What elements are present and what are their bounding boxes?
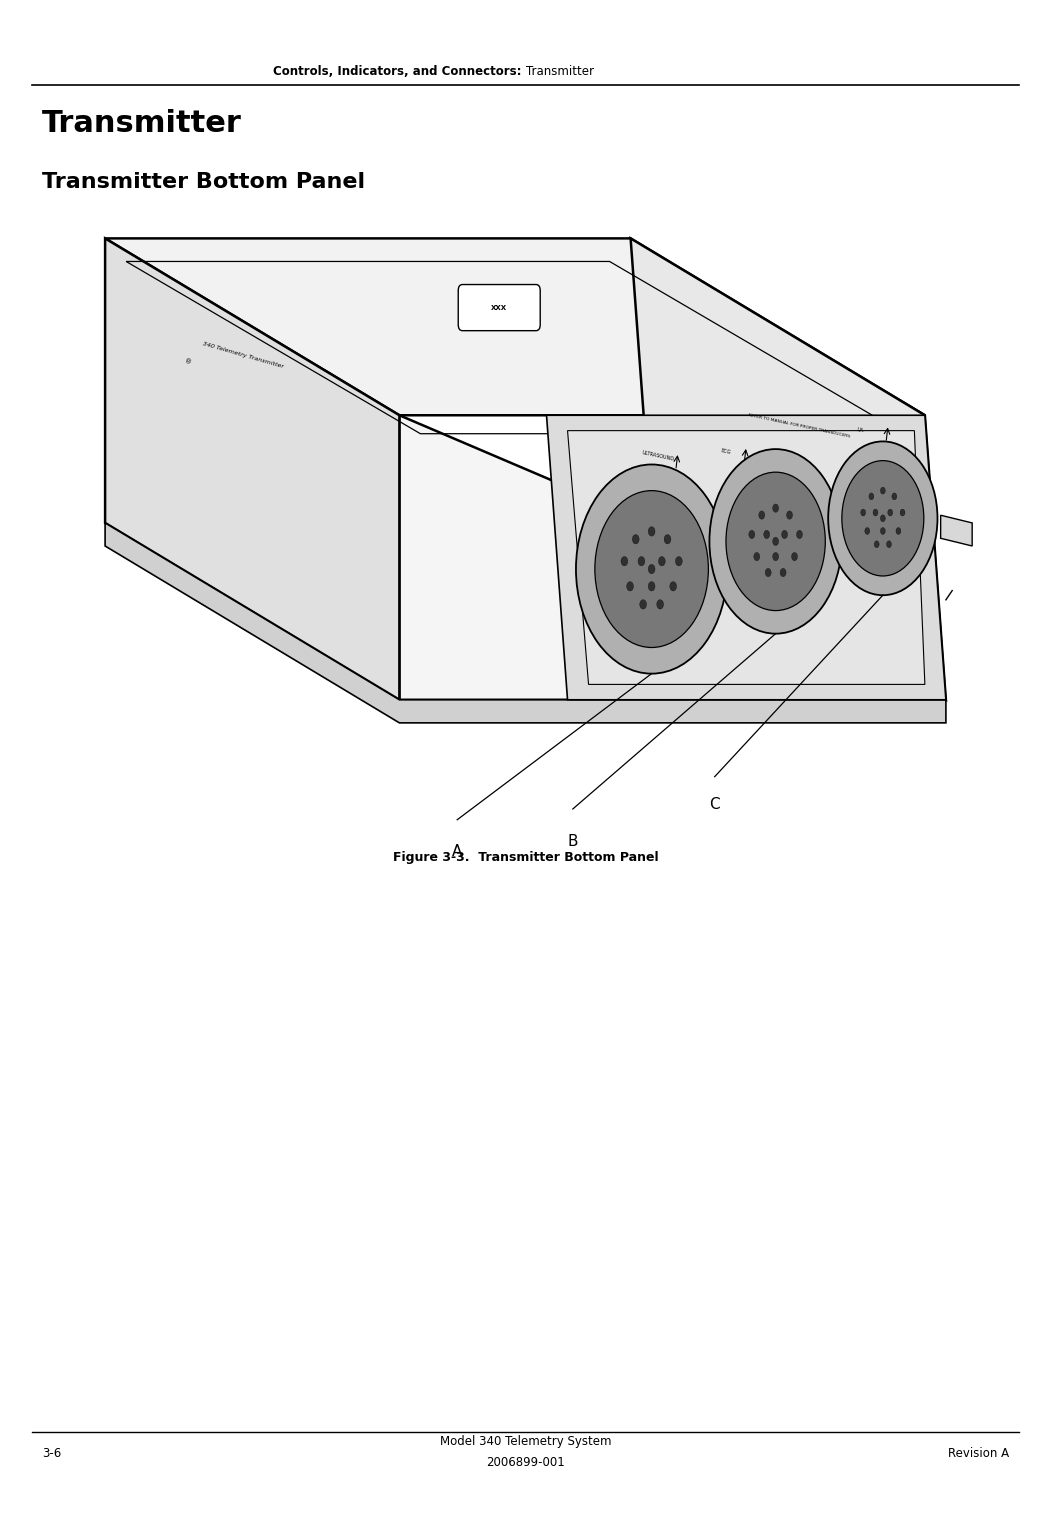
Ellipse shape [626, 581, 634, 591]
Ellipse shape [726, 472, 825, 611]
Polygon shape [105, 523, 946, 723]
Ellipse shape [748, 531, 755, 538]
Ellipse shape [869, 492, 873, 500]
Text: ULTRASOUND: ULTRASOUND [641, 449, 675, 461]
Ellipse shape [640, 600, 646, 609]
Text: Controls, Indicators, and Connectors:: Controls, Indicators, and Connectors: [273, 66, 526, 78]
Polygon shape [568, 431, 925, 684]
Text: ECG: ECG [720, 448, 731, 455]
Text: C: C [709, 797, 720, 812]
Ellipse shape [621, 557, 627, 566]
Ellipse shape [797, 531, 803, 538]
Polygon shape [631, 238, 946, 700]
Ellipse shape [874, 541, 879, 548]
Polygon shape [399, 415, 652, 700]
Ellipse shape [786, 511, 792, 520]
Text: Model 340 Telemetry System: Model 340 Telemetry System [439, 1435, 612, 1447]
Ellipse shape [648, 526, 655, 537]
Ellipse shape [895, 528, 901, 534]
Ellipse shape [887, 541, 891, 548]
Ellipse shape [709, 449, 842, 634]
Text: B: B [568, 834, 578, 849]
Ellipse shape [754, 552, 760, 561]
Ellipse shape [828, 441, 937, 595]
Text: UA: UA [857, 428, 864, 434]
Ellipse shape [648, 564, 655, 574]
Ellipse shape [764, 531, 769, 538]
Text: Figure 3-3.  Transmitter Bottom Panel: Figure 3-3. Transmitter Bottom Panel [393, 852, 658, 864]
Ellipse shape [765, 569, 771, 577]
Text: 340 Telemetry Transmitter: 340 Telemetry Transmitter [202, 341, 284, 369]
Text: 3-6: 3-6 [42, 1447, 61, 1460]
Text: Transmitter Bottom Panel: Transmitter Bottom Panel [42, 172, 365, 192]
Polygon shape [941, 515, 972, 546]
Polygon shape [547, 415, 946, 700]
Ellipse shape [759, 511, 765, 520]
Ellipse shape [782, 531, 787, 538]
Ellipse shape [842, 460, 924, 575]
FancyBboxPatch shape [458, 285, 540, 331]
Ellipse shape [633, 535, 639, 544]
Ellipse shape [669, 581, 677, 591]
Ellipse shape [881, 515, 885, 521]
Polygon shape [105, 238, 399, 700]
Ellipse shape [648, 581, 655, 591]
Text: A: A [452, 844, 462, 860]
Polygon shape [105, 238, 925, 415]
Text: XXX: XXX [491, 305, 508, 311]
Ellipse shape [772, 537, 779, 546]
Text: ®: ® [184, 358, 192, 366]
Ellipse shape [576, 464, 727, 674]
Ellipse shape [638, 557, 645, 566]
Ellipse shape [772, 504, 779, 512]
Ellipse shape [595, 491, 708, 647]
Ellipse shape [900, 509, 905, 515]
Ellipse shape [881, 488, 885, 494]
Text: REFER TO MANUAL FOR PROPER TRANSDUCERS: REFER TO MANUAL FOR PROPER TRANSDUCERS [747, 412, 850, 438]
Ellipse shape [676, 557, 682, 566]
Ellipse shape [873, 509, 878, 515]
Text: Transmitter: Transmitter [526, 66, 594, 78]
Text: Revision A: Revision A [948, 1447, 1009, 1460]
Ellipse shape [658, 557, 665, 566]
Ellipse shape [657, 600, 663, 609]
Text: Transmitter: Transmitter [42, 109, 242, 138]
Ellipse shape [865, 528, 870, 534]
Ellipse shape [780, 569, 786, 577]
Ellipse shape [881, 528, 885, 534]
Ellipse shape [892, 492, 897, 500]
Ellipse shape [664, 535, 671, 544]
Ellipse shape [861, 509, 866, 515]
Ellipse shape [772, 552, 779, 561]
Text: 2006899-001: 2006899-001 [487, 1456, 564, 1469]
Ellipse shape [791, 552, 798, 561]
Ellipse shape [888, 509, 892, 515]
